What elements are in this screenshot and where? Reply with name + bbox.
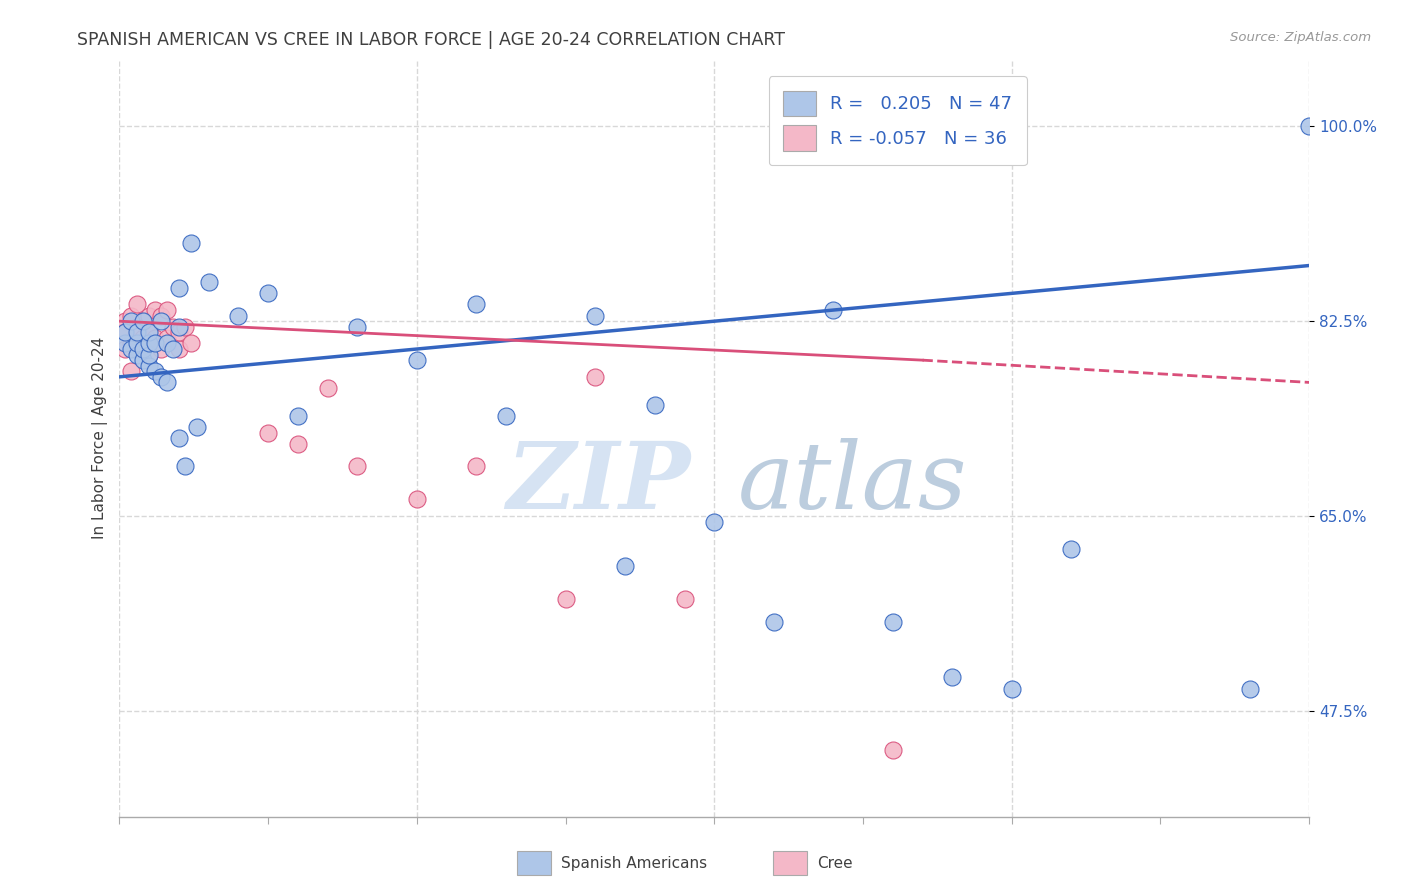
Cree [316, 381, 339, 395]
Spanish Americans [823, 303, 845, 318]
Spanish Americans [583, 309, 606, 323]
Cree [127, 319, 149, 334]
Spanish Americans [138, 326, 160, 340]
Text: atlas: atlas [738, 439, 967, 528]
Spanish Americans [197, 275, 219, 289]
Legend: R =   0.205   N = 47, R = -0.057   N = 36: R = 0.205 N = 47, R = -0.057 N = 36 [769, 76, 1026, 165]
Cree [132, 314, 155, 328]
Cree [257, 425, 280, 440]
Cree [127, 297, 149, 311]
Cree [114, 314, 136, 328]
Cree [120, 364, 142, 378]
Cree [673, 592, 696, 607]
Cree [143, 331, 166, 345]
Bar [773, 851, 807, 875]
Spanish Americans [138, 359, 160, 373]
Spanish Americans [156, 376, 179, 390]
Y-axis label: In Labor Force | Age 20-24: In Labor Force | Age 20-24 [93, 337, 108, 539]
Spanish Americans [257, 286, 280, 301]
Cree [882, 743, 904, 757]
Cree [406, 492, 429, 507]
Cree [132, 331, 155, 345]
Spanish Americans [167, 319, 190, 334]
Spanish Americans [127, 336, 149, 351]
Spanish Americans [882, 615, 904, 629]
Cree [150, 309, 173, 323]
Spanish Americans [120, 314, 142, 328]
Cree [138, 309, 160, 323]
Spanish Americans [1239, 681, 1261, 696]
Spanish Americans [167, 281, 190, 295]
Cree [162, 319, 184, 334]
Cree [346, 458, 368, 473]
Cree [465, 458, 488, 473]
Cree [143, 303, 166, 318]
Text: ZIP: ZIP [506, 439, 690, 528]
Spanish Americans [162, 342, 184, 356]
Cree [132, 342, 155, 356]
Spanish Americans [614, 559, 637, 574]
Cree [173, 319, 195, 334]
Text: Cree: Cree [817, 855, 852, 871]
Spanish Americans [762, 615, 785, 629]
Cree [120, 336, 142, 351]
Cree [120, 309, 142, 323]
Text: Source: ZipAtlas.com: Source: ZipAtlas.com [1230, 31, 1371, 45]
Spanish Americans [127, 326, 149, 340]
Spanish Americans [941, 670, 963, 684]
Text: Spanish Americans: Spanish Americans [561, 855, 707, 871]
Spanish Americans [228, 309, 250, 323]
Cree [287, 436, 309, 450]
Spanish Americans [495, 409, 517, 423]
Cree [167, 326, 190, 340]
Cree [138, 326, 160, 340]
Spanish Americans [465, 297, 488, 311]
Spanish Americans [287, 409, 309, 423]
Cree [150, 342, 173, 356]
Spanish Americans [167, 431, 190, 445]
Cree [156, 303, 179, 318]
Spanish Americans [143, 336, 166, 351]
Spanish Americans [150, 314, 173, 328]
Cree [180, 336, 202, 351]
Spanish Americans [346, 319, 368, 334]
Cree [554, 592, 576, 607]
Spanish Americans [132, 314, 155, 328]
Cree [138, 348, 160, 362]
Cree [156, 331, 179, 345]
Cree [127, 342, 149, 356]
Spanish Americans [132, 353, 155, 368]
Spanish Americans [180, 236, 202, 251]
Spanish Americans [114, 336, 136, 351]
Bar [517, 851, 551, 875]
Cree [114, 342, 136, 356]
Spanish Americans [156, 336, 179, 351]
Spanish Americans [132, 342, 155, 356]
Spanish Americans [1298, 120, 1320, 134]
Spanish Americans [150, 369, 173, 384]
Spanish Americans [138, 336, 160, 351]
Cree [167, 342, 190, 356]
Spanish Americans [173, 458, 195, 473]
Spanish Americans [186, 420, 208, 434]
Spanish Americans [1001, 681, 1024, 696]
Spanish Americans [120, 342, 142, 356]
Spanish Americans [114, 326, 136, 340]
Spanish Americans [143, 364, 166, 378]
Text: SPANISH AMERICAN VS CREE IN LABOR FORCE | AGE 20-24 CORRELATION CHART: SPANISH AMERICAN VS CREE IN LABOR FORCE … [77, 31, 786, 49]
Spanish Americans [1060, 542, 1083, 557]
Cree [114, 326, 136, 340]
Spanish Americans [138, 348, 160, 362]
Spanish Americans [127, 348, 149, 362]
Cree [583, 369, 606, 384]
Spanish Americans [644, 398, 666, 412]
Spanish Americans [406, 353, 429, 368]
Spanish Americans [703, 515, 725, 529]
